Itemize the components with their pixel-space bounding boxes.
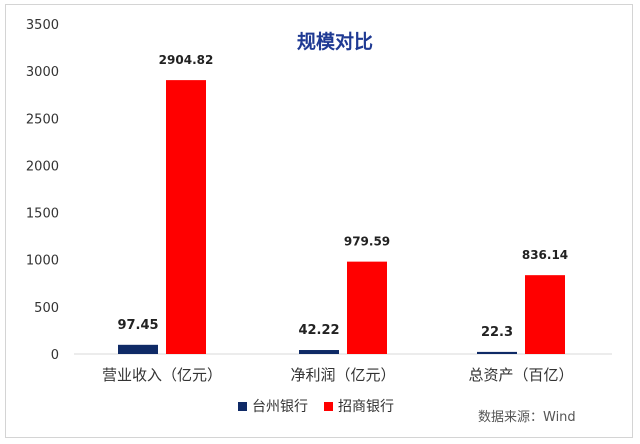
legend-item-taizhou: 台州银行 <box>238 396 308 416</box>
y-tick-label-3000: 3000 <box>26 65 59 80</box>
x-category-label-1: 净利润（亿元） <box>290 366 395 384</box>
y-tick-label-2500: 2500 <box>26 112 59 127</box>
chart-title: 规模对比 <box>297 30 373 53</box>
x-category-label-2: 总资产（百亿） <box>468 366 573 384</box>
y-tick-label-1000: 1000 <box>26 254 59 269</box>
y-tick-label-3500: 3500 <box>26 18 59 33</box>
chart-frame <box>5 4 633 438</box>
legend-item-cmb: 招商银行 <box>324 396 394 416</box>
data-label-taizhou-2: 22.3 <box>481 325 513 340</box>
legend-swatch-cmb <box>324 401 333 411</box>
data-label-cmb-0: 2904.82 <box>159 53 214 67</box>
legend-swatch-taizhou <box>238 401 247 411</box>
y-tick-label-500: 500 <box>34 301 59 316</box>
y-tick-label-1500: 1500 <box>26 207 59 222</box>
legend-label-cmb: 招商银行 <box>338 399 394 415</box>
bar-taizhou-1 <box>299 350 339 354</box>
legend-label-taizhou: 台州银行 <box>252 399 308 415</box>
bar-cmb-0 <box>166 80 206 354</box>
data-label-cmb-2: 836.14 <box>522 248 568 262</box>
data-label-taizhou-0: 97.45 <box>117 318 158 333</box>
legend: 台州银行 招商银行 <box>238 396 410 416</box>
y-tick-label-2000: 2000 <box>26 159 59 174</box>
y-tick-label-0: 0 <box>51 348 59 363</box>
data-label-cmb-1: 979.59 <box>344 235 390 249</box>
bar-taizhou-0 <box>118 344 158 354</box>
bar-cmb-2 <box>525 275 565 354</box>
data-label-taizhou-1: 42.22 <box>298 323 339 338</box>
bar-cmb-1 <box>347 261 387 354</box>
x-category-label-0: 营业收入（亿元） <box>102 366 222 384</box>
bar-taizhou-2 <box>477 351 517 354</box>
source-note: 数据来源：Wind <box>478 410 576 425</box>
